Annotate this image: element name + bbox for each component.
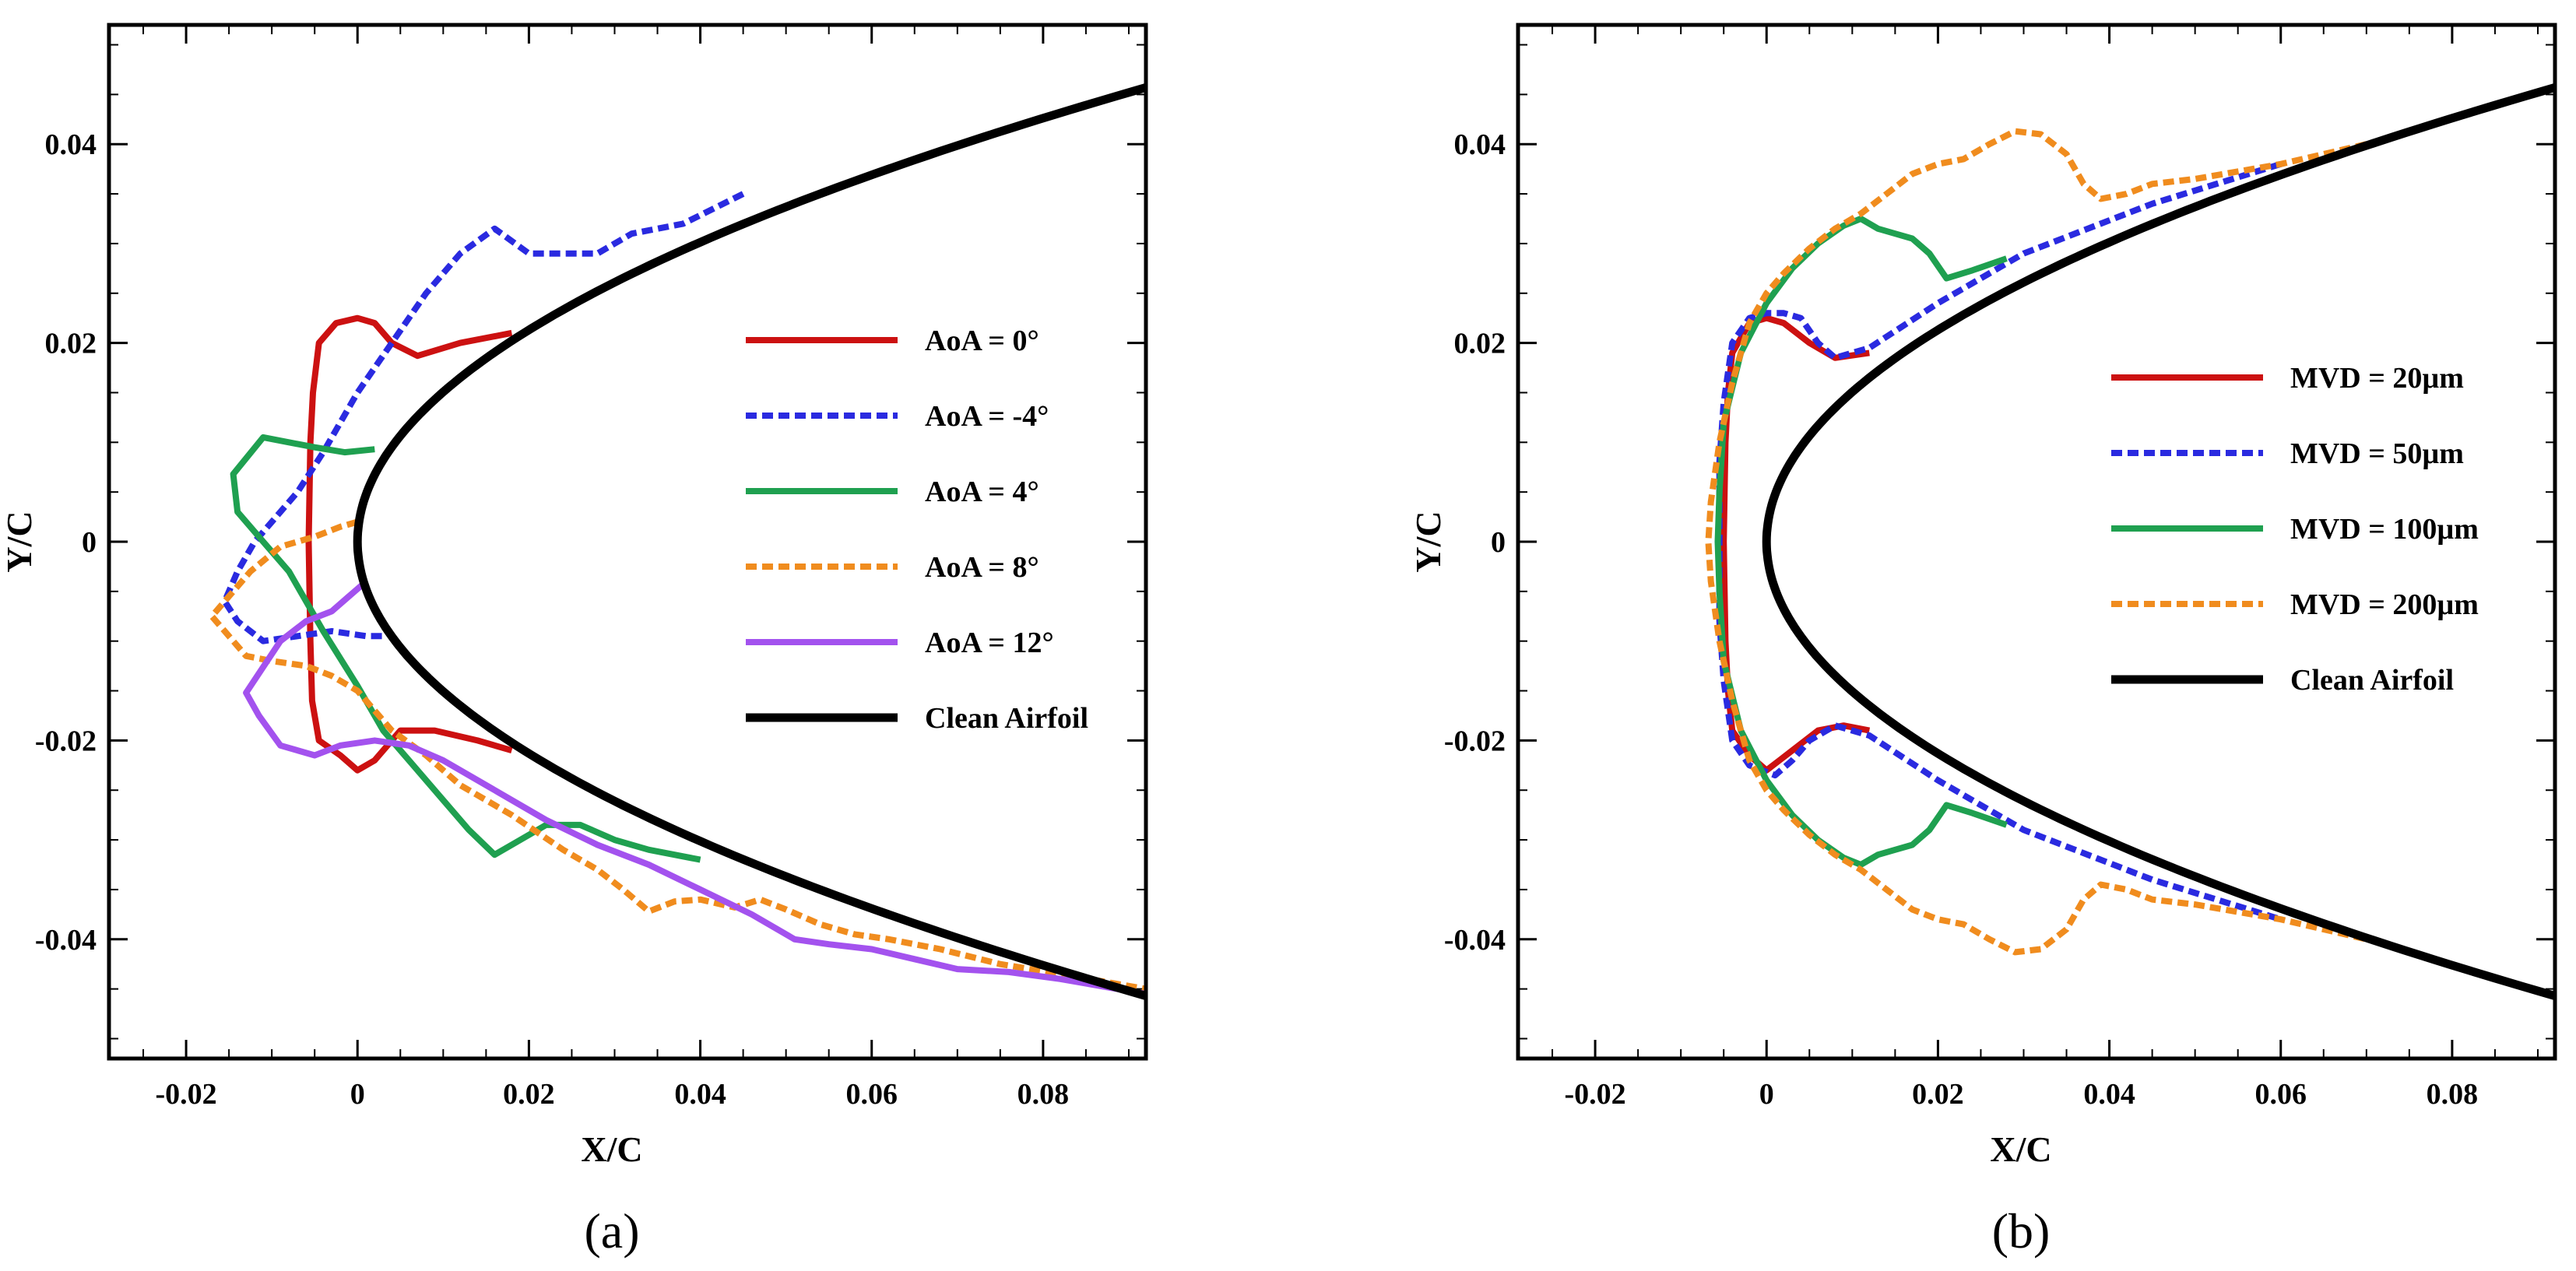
chart-panel-a: -0.02 0 0.02 0.04 0.06 0.08 -0.04 -0.02 0 0.02 0.0…: [0, 23, 1148, 1259]
series-line-mvd-20-m: [1720, 314, 1871, 774]
x-axis-title: X/C: [1990, 1129, 2051, 1169]
x-tick-label: 0: [350, 1078, 365, 1111]
x-tick-label: -0.02: [155, 1078, 216, 1111]
y-axis-title: Y/C: [1408, 511, 1448, 572]
y-tick-label: -0.02: [1444, 725, 1506, 757]
plot-frame: [1516, 23, 2557, 1061]
y-tick-label: 0.04: [45, 128, 97, 161]
x-tick-label: 0.06: [845, 1078, 898, 1111]
series-line-aoa-0: [305, 314, 513, 774]
x-tick-label: 0: [1759, 1078, 1774, 1111]
y-tick-label: -0.02: [35, 725, 97, 757]
y-tick-label: -0.04: [1444, 924, 1506, 957]
y-tick-label: -0.04: [35, 924, 97, 957]
x-tick-label: 0.04: [674, 1078, 726, 1111]
y-axis-title: Y/C: [0, 511, 39, 572]
legend-label: Clean Airfoil: [925, 702, 1088, 735]
x-tick-label: 0.08: [2427, 1078, 2479, 1111]
series-line-mvd-200-m: [1705, 128, 2367, 956]
series-line-aoa-4: [230, 434, 701, 863]
plot-area: [209, 83, 1146, 1000]
legend-label: AoA = 8°: [925, 551, 1039, 584]
legend-label: AoA = 4°: [925, 476, 1039, 508]
legend-label: MVD = 200µm: [2290, 588, 2479, 621]
legend-label: AoA = 12°: [925, 627, 1054, 659]
x-tick-label: 0.06: [2254, 1078, 2307, 1111]
chart-panel-b: -0.02 0 0.02 0.04 0.06 0.08 -0.04 -0.02 0 0.02 0.0…: [1408, 23, 2557, 1259]
y-tick-label: 0: [82, 526, 97, 559]
legend-label: MVD = 50µm: [2290, 437, 2464, 470]
y-tick-label: 0.02: [1454, 328, 1506, 360]
legend-label: MVD = 20µm: [2290, 362, 2464, 395]
series-line-mvd-50-m: [1716, 160, 2282, 923]
x-tick-label: 0.04: [2083, 1078, 2135, 1111]
x-tick-label: 0.02: [503, 1078, 555, 1111]
series-line-clean-airfoil: [353, 83, 1146, 1000]
x-tick-label: 0.08: [1017, 1078, 1070, 1111]
plot-area: [1705, 83, 2555, 1000]
series-line-aoa-12: [243, 579, 1146, 997]
panel-caption: (a): [584, 1203, 639, 1259]
series-line-aoa-4: [221, 191, 745, 644]
x-tick-label: 0.02: [1912, 1078, 1964, 1111]
series-line-mvd-100-m: [1714, 216, 2008, 868]
x-axis-title: X/C: [581, 1129, 642, 1169]
y-tick-label: 0.04: [1454, 128, 1506, 161]
legend: AoA = 0° AoA = -4° AoA = 4° AoA = 8° AoA = 1…: [746, 325, 1088, 735]
series-line-clean-airfoil: [1762, 83, 2555, 1000]
y-tick-label: 0: [1491, 526, 1506, 559]
legend-label: AoA = -4°: [925, 400, 1049, 433]
series-line-aoa-8: [209, 518, 1146, 992]
legend: MVD = 20µm MVD = 50µm MVD = 100µm MVD = 200…: [2111, 362, 2479, 697]
plot-frame: [107, 23, 1148, 1061]
legend-label: AoA = 0°: [925, 325, 1039, 357]
legend-label: Clean Airfoil: [2290, 664, 2454, 697]
y-tick-label: 0.02: [45, 328, 97, 360]
x-tick-label: -0.02: [1564, 1078, 1625, 1111]
legend-label: MVD = 100µm: [2290, 513, 2479, 546]
panel-caption: (b): [1992, 1203, 2051, 1259]
